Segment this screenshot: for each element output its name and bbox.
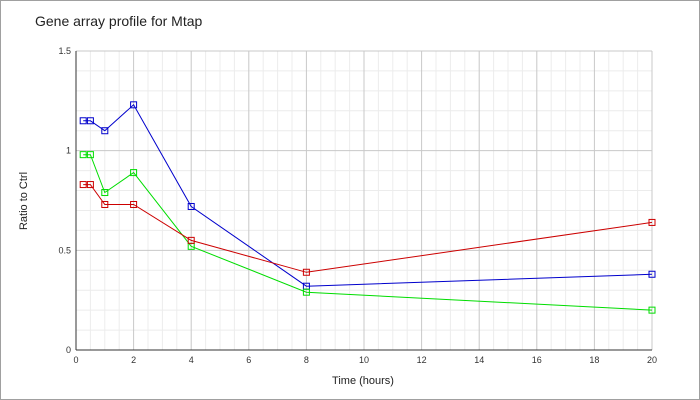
series-group: [79, 101, 656, 314]
x-tick-label: 16: [532, 355, 542, 365]
data-point: [86, 181, 94, 189]
x-tick-label: 2: [131, 355, 136, 365]
data-point: [79, 181, 87, 189]
y-tick-label: 0: [66, 345, 71, 355]
chart-title: Gene array profile for Mtap: [35, 13, 203, 29]
series-line: [83, 154, 653, 311]
data-point: [648, 270, 656, 278]
x-tick-label: 10: [359, 355, 369, 365]
data-point: [187, 202, 195, 210]
x-axis-title: Time (hours): [332, 375, 394, 387]
y-tick-label: 0.5: [58, 245, 71, 255]
data-point: [648, 218, 656, 226]
x-tick-label: 18: [589, 355, 599, 365]
data-point: [101, 189, 109, 197]
data-point: [130, 169, 138, 177]
series-2: [79, 181, 656, 276]
data-point: [79, 117, 87, 125]
x-tick-label: 8: [304, 355, 309, 365]
axes: [75, 51, 652, 351]
series-line: [83, 104, 653, 287]
data-point: [101, 127, 109, 135]
data-point: [187, 236, 195, 244]
y-tick-label: 1.5: [58, 46, 71, 56]
tick-labels: 0 2 4 6 8 10 12 14 16 18 20 0 0.5 1 1.5: [58, 46, 657, 365]
data-point: [302, 288, 310, 296]
data-point: [101, 200, 109, 208]
y-tick-label: 1: [66, 146, 71, 156]
grid: [75, 50, 653, 351]
x-tick-label: 0: [73, 355, 78, 365]
data-point: [86, 117, 94, 125]
data-point: [79, 151, 87, 159]
y-axis-title: Ratio to Ctrl: [18, 172, 30, 230]
data-point: [302, 268, 310, 276]
x-tick-label: 12: [417, 355, 427, 365]
data-point: [130, 101, 138, 109]
x-tick-label: 4: [189, 355, 194, 365]
series-0: [79, 101, 656, 290]
data-point: [648, 306, 656, 314]
series-line: [83, 184, 653, 273]
x-tick-label: 14: [474, 355, 484, 365]
data-point: [86, 151, 94, 159]
series-1: [79, 151, 656, 314]
x-tick-label: 6: [246, 355, 251, 365]
data-point: [130, 200, 138, 208]
x-tick-label: 20: [647, 355, 657, 365]
